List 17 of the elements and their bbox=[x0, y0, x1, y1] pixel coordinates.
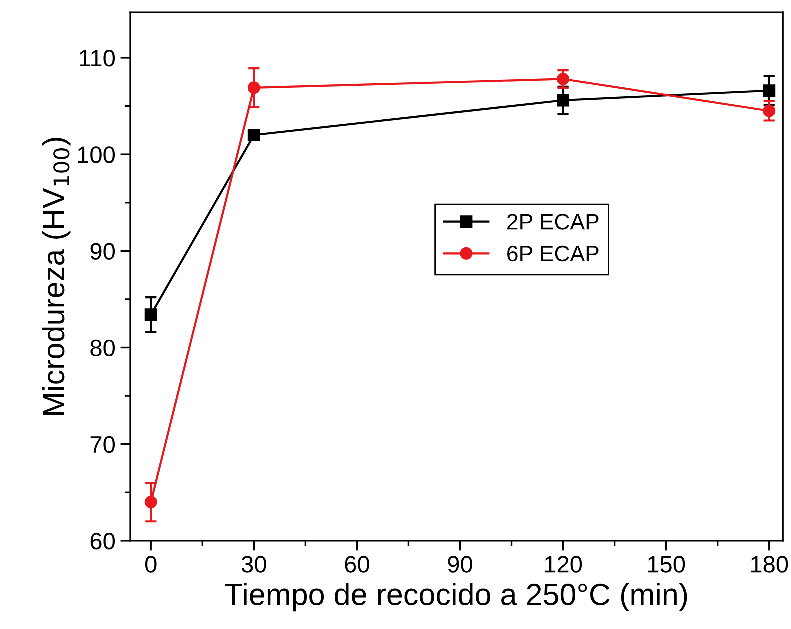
y-tick-label: 90 bbox=[90, 243, 116, 260]
y-tick-label: 60 bbox=[90, 533, 116, 550]
y-tick-label: 110 bbox=[80, 50, 116, 67]
y-tick-label: 100 bbox=[78, 146, 116, 164]
x-tick-label: 60 bbox=[345, 556, 370, 573]
x-tick-label: 30 bbox=[242, 556, 266, 573]
x-tick-label: 150 bbox=[648, 556, 686, 573]
x-tick-label: 0 bbox=[145, 556, 157, 573]
x-tick-label: 90 bbox=[448, 556, 472, 573]
x-tick-label: 180 bbox=[751, 556, 788, 573]
y-tick-label: 70 bbox=[90, 436, 116, 454]
y-tick-label: 80 bbox=[90, 340, 116, 357]
x-tick-label: 120 bbox=[545, 556, 582, 573]
y-axis-title: Microdureza (HV$_{100}$) bbox=[42, 138, 71, 415]
legend-label: 6P ECAP bbox=[508, 246, 599, 262]
legend-label: 2P ECAP bbox=[508, 214, 599, 230]
x-axis-title: Tiempo de recocido a 250°C (min) bbox=[225, 583, 688, 612]
